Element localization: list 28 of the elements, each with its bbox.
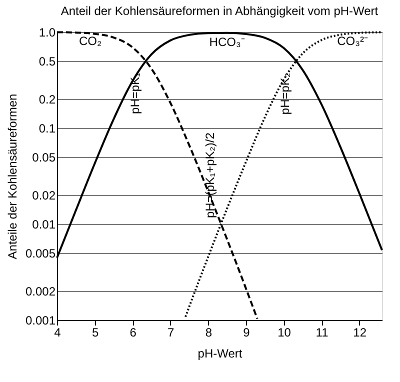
x-tick-label: 6	[130, 326, 137, 340]
y-tick-label: 0.2	[38, 92, 56, 107]
chart-title: Anteil der Kohlensäureformen in Abhängigkeit vom pH-Wert	[60, 4, 379, 18]
y-tick-label: 0.05	[32, 150, 56, 164]
y-tick-label: 0.01	[32, 218, 56, 232]
annotation: pH=pK₁	[128, 72, 142, 114]
y-tick-label: 0.005	[25, 246, 56, 260]
y-tick-label: 0.5	[38, 54, 56, 68]
x-tick-label: 11	[316, 326, 329, 340]
x-tick-label: 10	[278, 326, 292, 340]
series-label: CO₃²⁻	[337, 34, 368, 48]
y-tick-label: 0.02	[32, 188, 56, 203]
x-tick-label: 8	[205, 326, 212, 340]
annotation: pH=(pK₁+pK₂)/2	[203, 132, 218, 218]
x-tick-label: 12	[353, 326, 367, 340]
y-tick-label: 0.002	[25, 284, 56, 299]
x-tick-label: 5	[92, 326, 99, 340]
y-tick-label: 1.0	[38, 26, 56, 40]
x-axis-title: pH-Wert	[198, 346, 243, 360]
x-tick-label: 4	[54, 326, 62, 340]
y-tick-label: 0.1	[38, 122, 56, 136]
series-label: CO₂	[79, 34, 102, 48]
x-tick-label: 7	[168, 326, 175, 340]
y-tick-label: 0.001	[25, 314, 56, 328]
annotation: pH=pK₂	[278, 72, 292, 115]
series-label: HCO₃⁻	[209, 34, 245, 49]
y-axis-title: Anteile der Kohlensäureformen	[5, 94, 20, 260]
x-tick-label: 9	[243, 326, 250, 340]
